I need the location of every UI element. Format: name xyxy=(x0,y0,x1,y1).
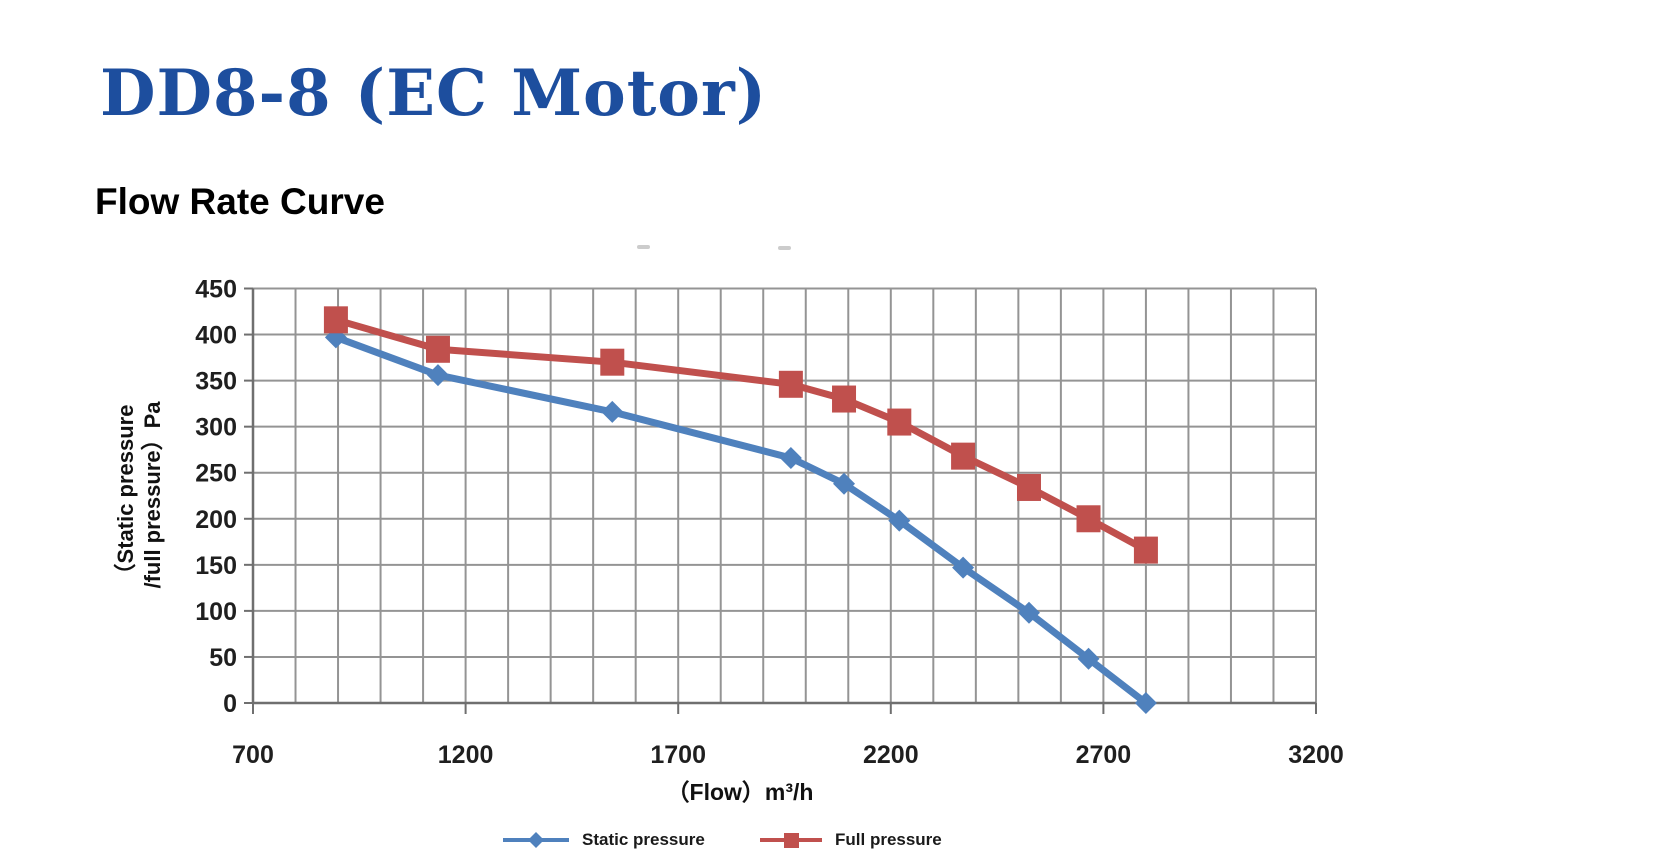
x-tick-label: 2200 xyxy=(863,741,919,769)
legend-label-full-pressure: Full pressure xyxy=(835,830,942,849)
y-axis-title-line2: /full pressure）Pa xyxy=(140,401,165,589)
y-tick-label: 350 xyxy=(195,368,237,396)
y-tick-label: 50 xyxy=(209,644,237,672)
legend-label-static-pressure: Static pressure xyxy=(582,830,705,849)
marker-diamond-static-pressure xyxy=(426,364,449,387)
marker-square-full-pressure xyxy=(887,408,912,436)
y-tick-label: 100 xyxy=(195,598,237,626)
marker-square-full-pressure xyxy=(1016,473,1041,501)
marker-square-full-pressure xyxy=(600,348,625,376)
y-tick-label: 400 xyxy=(195,322,237,350)
marker-diamond-static-pressure xyxy=(601,400,624,423)
marker-square-full-pressure xyxy=(951,442,976,470)
print-smudge-artifact xyxy=(778,246,791,250)
marker-square-full-pressure xyxy=(832,385,857,413)
x-axis-title: （Flow）m³/h xyxy=(666,779,814,805)
marker-diamond-static-pressure xyxy=(833,472,856,495)
static-pressure-line-marker-icon xyxy=(503,832,569,848)
full-pressure-line-marker-icon xyxy=(760,833,822,848)
chart-title: Flow Rate Curve xyxy=(95,181,385,222)
marker-square-full-pressure xyxy=(425,335,450,363)
marker-diamond-static-pressure xyxy=(952,556,975,579)
series-line-full-pressure xyxy=(332,316,1150,554)
legend-item-static-pressure: Static pressure xyxy=(503,830,705,850)
x-tick-label: 1200 xyxy=(438,741,494,769)
page-title: DD8-8 (EC Motor) xyxy=(100,56,767,131)
y-tick-label: 0 xyxy=(223,690,237,718)
y-tick-label: 250 xyxy=(195,460,237,488)
x-tick-label: 3200 xyxy=(1288,741,1344,769)
x-tick-label: 1700 xyxy=(650,741,706,769)
marker-diamond-static-pressure xyxy=(779,446,802,469)
print-smudge-artifact xyxy=(637,245,650,249)
y-tick-label: 200 xyxy=(195,506,237,534)
marker-square-full-pressure xyxy=(1076,505,1101,533)
y-tick-label: 450 xyxy=(195,276,237,304)
marker-diamond-static-pressure xyxy=(1077,647,1100,670)
marker-square-full-pressure xyxy=(323,306,348,334)
y-tick-label: 300 xyxy=(195,414,237,442)
marker-diamond-static-pressure xyxy=(1017,601,1040,624)
legend-item-full-pressure: Full pressure xyxy=(760,830,942,850)
marker-diamond-static-pressure xyxy=(1134,692,1157,714)
marker-square-full-pressure xyxy=(1133,536,1158,564)
marker-diamond-static-pressure xyxy=(888,509,911,532)
x-tick-label: 2700 xyxy=(1076,741,1132,769)
x-tick-label: 700 xyxy=(232,741,274,769)
marker-square-full-pressure xyxy=(778,370,803,398)
y-tick-label: 150 xyxy=(195,552,237,580)
series-line-static-pressure xyxy=(332,333,1150,707)
